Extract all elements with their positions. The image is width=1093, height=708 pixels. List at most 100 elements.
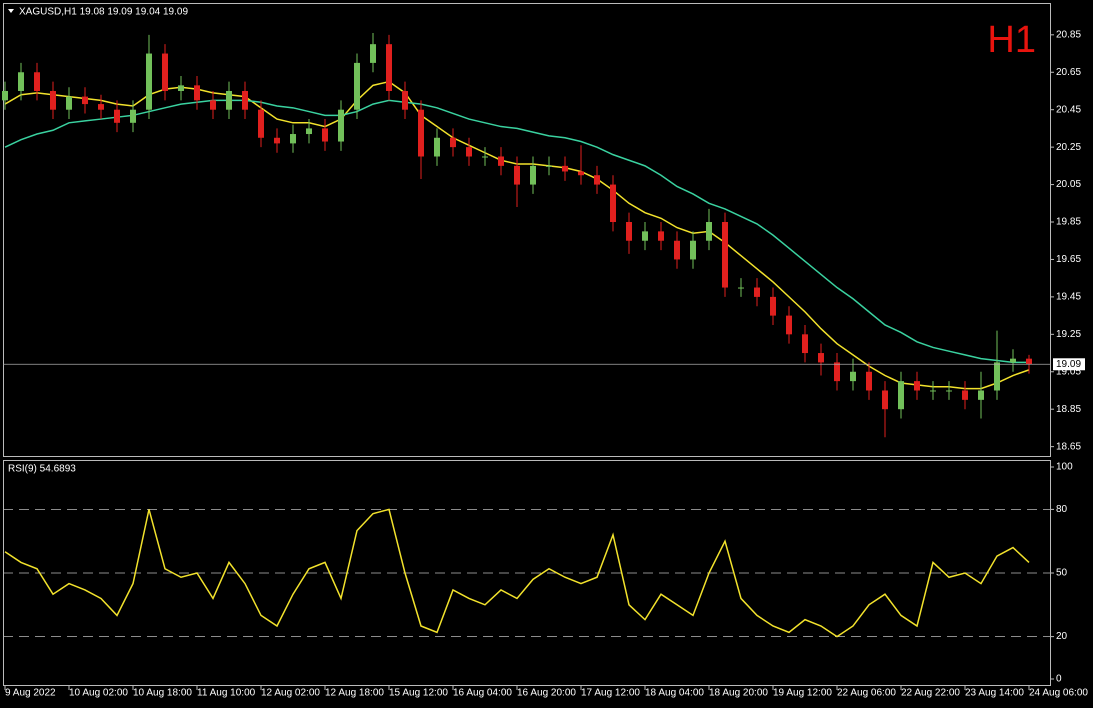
candle-body	[866, 371, 872, 391]
x-tick-label: 19 Aug 12:00	[773, 688, 832, 699]
candle-body	[770, 296, 776, 316]
candle-body	[882, 390, 888, 410]
candle-body	[258, 109, 264, 138]
x-tick-label: 18 Aug 04:00	[645, 688, 704, 699]
candle-body	[706, 222, 712, 241]
x-tick-label: 10 Aug 18:00	[133, 688, 192, 699]
candle-body	[1026, 358, 1032, 365]
y-tick-label: 20	[1056, 631, 1068, 642]
x-tick-label: 11 Aug 10:00	[197, 688, 256, 699]
dropdown-icon[interactable]	[8, 9, 14, 13]
candle-body	[242, 90, 248, 110]
candle-body	[434, 137, 440, 157]
candle-body	[306, 128, 312, 135]
candle-body	[162, 53, 168, 91]
rsi-title: RSI(9) 54.6893	[8, 464, 76, 475]
candle-body	[834, 362, 840, 382]
candle-body	[818, 353, 824, 363]
moving-average	[4, 99, 1029, 364]
candle-body	[610, 184, 616, 223]
candle-body	[354, 62, 360, 110]
x-tick-label: 17 Aug 12:00	[581, 688, 640, 699]
x-tick-label: 9 Aug 2022	[5, 688, 56, 699]
candle-body	[690, 240, 696, 260]
candle-body	[738, 287, 744, 289]
x-tick-label: 15 Aug 12:00	[389, 688, 448, 699]
candle-body	[82, 96, 88, 105]
candle-body	[930, 390, 936, 392]
candle-body	[386, 44, 392, 91]
candle-body	[210, 100, 216, 110]
candle-body	[722, 222, 728, 288]
y-tick-label: 18.85	[1056, 404, 1081, 415]
y-tick-label: 80	[1056, 504, 1068, 515]
candle-body	[498, 156, 504, 166]
candle-body	[946, 390, 952, 392]
x-tick-label: 12 Aug 18:00	[325, 688, 384, 699]
candle-body	[338, 109, 344, 142]
rsi-line	[4, 508, 1030, 638]
candle-body	[178, 85, 184, 91]
candle-body	[466, 147, 472, 157]
candle-body	[978, 390, 984, 400]
candle-body	[850, 371, 856, 382]
y-tick-label: 19.05	[1056, 366, 1081, 377]
candle-body	[290, 134, 296, 144]
y-tick-label: 50	[1056, 568, 1068, 579]
candle-body	[994, 362, 1000, 391]
x-tick-label: 23 Aug 14:00	[965, 688, 1024, 699]
timeframe-badge: H1	[987, 19, 1036, 61]
y-tick-label: 18.65	[1056, 441, 1081, 452]
candle-body	[546, 165, 552, 167]
candle-body	[562, 165, 568, 172]
candle-body	[530, 165, 536, 185]
x-tick-label: 10 Aug 02:00	[69, 688, 128, 699]
y-tick-label: 19.25	[1056, 329, 1081, 340]
y-tick-label: 19.85	[1056, 217, 1081, 228]
y-tick-label: 20.85	[1056, 29, 1081, 40]
current-price-label: 19.09	[1056, 359, 1081, 370]
candle-body	[66, 96, 72, 110]
candle-body	[642, 231, 648, 241]
candle-body	[754, 287, 760, 297]
candle-body	[370, 44, 376, 63]
candle-body	[658, 231, 664, 241]
candle-body	[898, 381, 904, 410]
candle-body	[98, 104, 104, 110]
candle-body	[482, 156, 488, 158]
candle-body	[194, 85, 200, 101]
candle-body	[146, 53, 152, 110]
y-tick-label: 20.05	[1056, 179, 1081, 190]
candle-body	[626, 222, 632, 241]
x-tick-label: 22 Aug 22:00	[901, 688, 960, 699]
current-price-box	[1053, 358, 1085, 371]
candle-body	[130, 109, 136, 123]
y-tick-label: 19.65	[1056, 254, 1081, 265]
price-panel	[3, 3, 1051, 457]
candle-body	[674, 240, 680, 260]
candle-body	[274, 137, 280, 144]
candle-body	[786, 315, 792, 335]
x-tick-label: 16 Aug 04:00	[453, 688, 512, 699]
x-tick-label: 12 Aug 02:00	[261, 688, 320, 699]
candle-body	[18, 72, 24, 91]
y-tick-label: 19.45	[1056, 292, 1081, 303]
y-tick-label: 100	[1056, 462, 1073, 473]
candle-body	[450, 137, 456, 148]
candle-body	[322, 128, 328, 142]
candle-body	[418, 109, 424, 157]
chart-title: XAGUSD,H1 19.08 19.09 19.04 19.09	[19, 7, 188, 18]
candle-body	[802, 334, 808, 354]
y-tick-label: 0	[1056, 674, 1062, 685]
candle-body	[578, 171, 584, 176]
y-tick-label: 20.45	[1056, 104, 1081, 115]
y-tick-label: 20.65	[1056, 67, 1081, 78]
candle-body	[962, 390, 968, 400]
candle-body	[514, 165, 520, 185]
x-tick-label: 16 Aug 20:00	[517, 688, 576, 699]
candle-body	[914, 381, 920, 391]
candle-body	[114, 109, 120, 123]
candle-body	[34, 72, 40, 91]
